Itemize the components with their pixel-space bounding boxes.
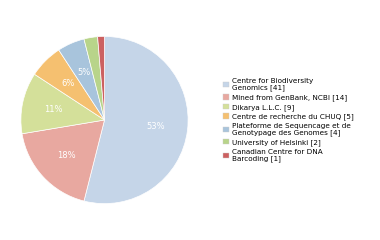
Legend: Centre for Biodiversity
Genomics [41], Mined from GenBank, NCBI [14], Dikarya L.: Centre for Biodiversity Genomics [41], M… [223, 78, 353, 162]
Wedge shape [84, 37, 105, 120]
Wedge shape [22, 120, 105, 201]
Text: 11%: 11% [44, 105, 63, 114]
Text: 6%: 6% [61, 79, 74, 88]
Wedge shape [84, 36, 188, 204]
Text: 18%: 18% [57, 151, 76, 160]
Wedge shape [35, 50, 105, 120]
Text: 5%: 5% [77, 68, 90, 77]
Wedge shape [59, 39, 104, 120]
Wedge shape [98, 36, 104, 120]
Wedge shape [21, 74, 104, 134]
Text: 53%: 53% [147, 122, 165, 131]
